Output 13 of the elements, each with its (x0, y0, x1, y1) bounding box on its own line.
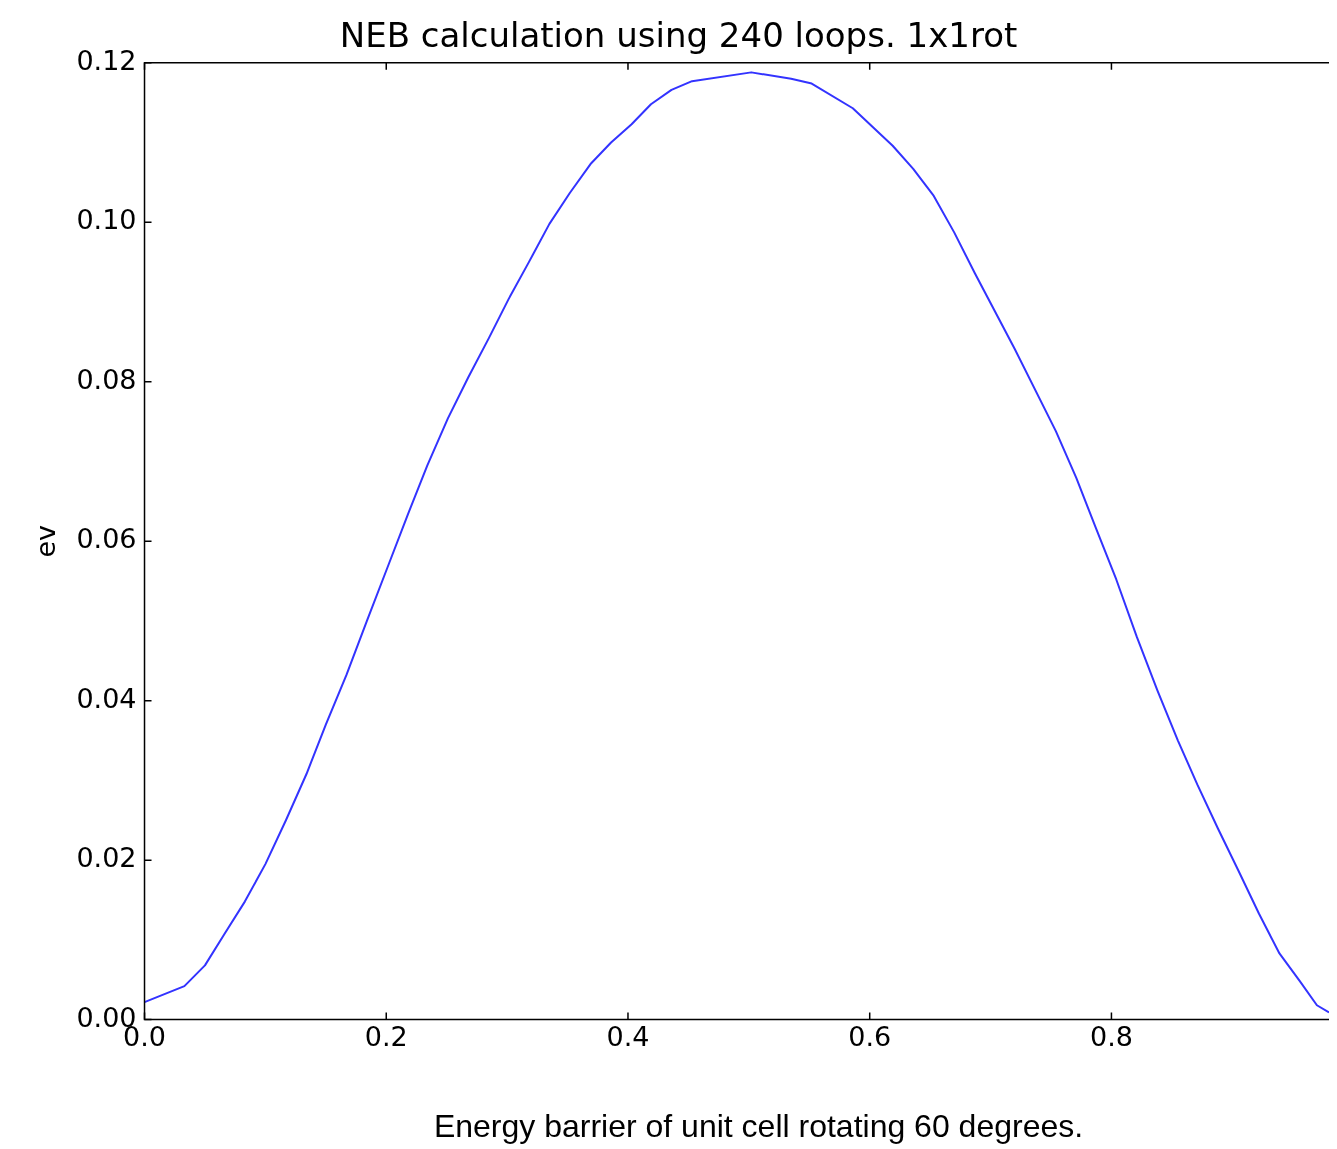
x-tick-label: 0.6 (848, 1020, 892, 1052)
y-axis-title: ev (30, 524, 62, 558)
chart-title: NEB calculation using 240 loops. 1x1rot (339, 15, 1018, 56)
y-tick-label: 0.02 (76, 842, 137, 874)
text: Energy barrier of unit cell rotating 60 degrees. (432, 1108, 1085, 1145)
x-tick-label: 0.2 (364, 1020, 408, 1052)
y-tick-label: 0.12 (76, 44, 137, 76)
y-tick-label: 0.04 (76, 682, 137, 714)
x-tick-label: 0.4 (606, 1020, 650, 1052)
y-tick-label: 0.06 (76, 523, 137, 555)
y-tick-label: 0.10 (76, 204, 137, 236)
x-tick-label: 0.8 (1089, 1020, 1133, 1052)
y-tick-label: 0.08 (76, 363, 137, 395)
